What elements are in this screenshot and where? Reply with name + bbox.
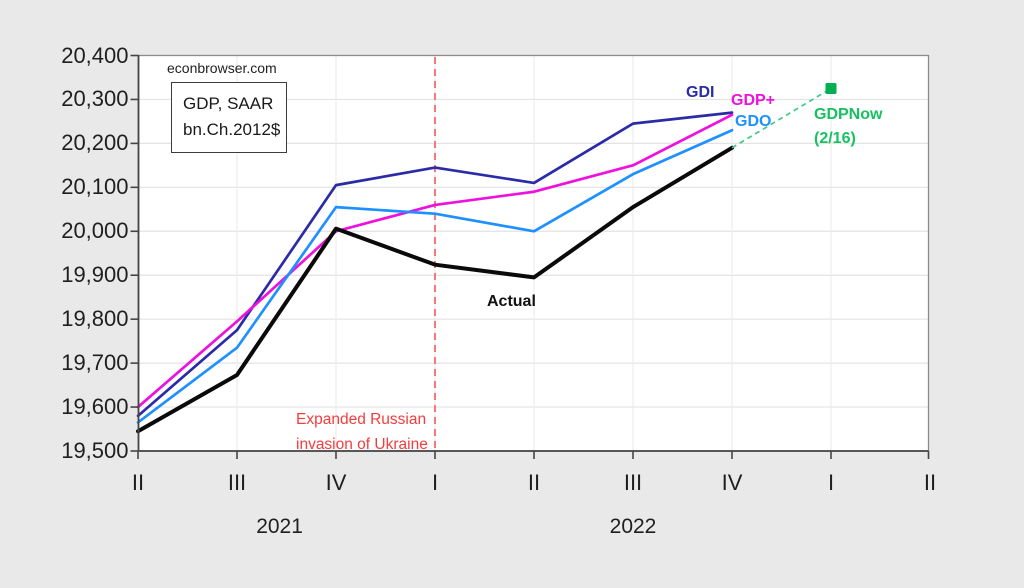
source-label: econbrowser.com bbox=[167, 60, 277, 76]
units-box-line2: bn.Ch.2012$ bbox=[183, 120, 281, 139]
forecast-connector-line bbox=[731, 87, 832, 149]
y-tick-label: 19,800 bbox=[61, 306, 129, 332]
y-tick-label: 19,700 bbox=[61, 350, 129, 376]
x-tick-label: I bbox=[827, 470, 835, 495]
series-label-actual: Actual bbox=[487, 293, 536, 310]
x-tick-label: II bbox=[131, 470, 145, 495]
event-annotation-line1: Expanded Russian bbox=[296, 411, 427, 428]
y-tick-label: 20,100 bbox=[61, 174, 129, 200]
units-box: GDP, SAAR bn.Ch.2012$ bbox=[171, 82, 287, 153]
series-line-gdo bbox=[136, 128, 734, 424]
x-tick-label: III bbox=[623, 470, 643, 495]
y-tick-label: 20,300 bbox=[61, 86, 129, 112]
x-tick-label: I bbox=[431, 470, 439, 495]
forecast-point-marker bbox=[825, 82, 837, 94]
x-tick-label: II bbox=[527, 470, 541, 495]
y-tick-label: 20,200 bbox=[61, 130, 129, 156]
y-tick-label: 19,900 bbox=[61, 262, 129, 288]
series-label-gdp: GDP+ bbox=[731, 92, 776, 109]
forecast-date-label: (2/16) bbox=[814, 130, 856, 147]
series-line-gdp bbox=[136, 113, 734, 409]
year-label: 2021 bbox=[256, 515, 303, 538]
year-label: 2022 bbox=[609, 515, 657, 538]
x-tick-label: III bbox=[227, 470, 247, 495]
y-tick-label: 20,000 bbox=[61, 218, 129, 244]
units-box-line1: GDP, SAAR bbox=[183, 94, 274, 113]
series-label-gdo: GDO bbox=[735, 113, 772, 130]
x-tick-label: II bbox=[923, 470, 937, 495]
y-tick-label: 19,500 bbox=[61, 438, 129, 463]
x-tick-label: IV bbox=[325, 470, 347, 495]
series-line-actual bbox=[136, 145, 734, 434]
event-annotation-line2: invasion of Ukraine bbox=[296, 436, 428, 453]
series-line-gdi bbox=[136, 111, 734, 418]
series-label-gdi: GDI bbox=[686, 84, 715, 101]
y-tick-label: 19,600 bbox=[61, 394, 129, 420]
event-annotation: Expanded Russian invasion of Ukraine bbox=[296, 407, 428, 457]
y-tick-label: 20,400 bbox=[61, 42, 129, 68]
forecast-label: GDPNow bbox=[814, 106, 883, 123]
x-tick-label: IV bbox=[721, 470, 743, 495]
